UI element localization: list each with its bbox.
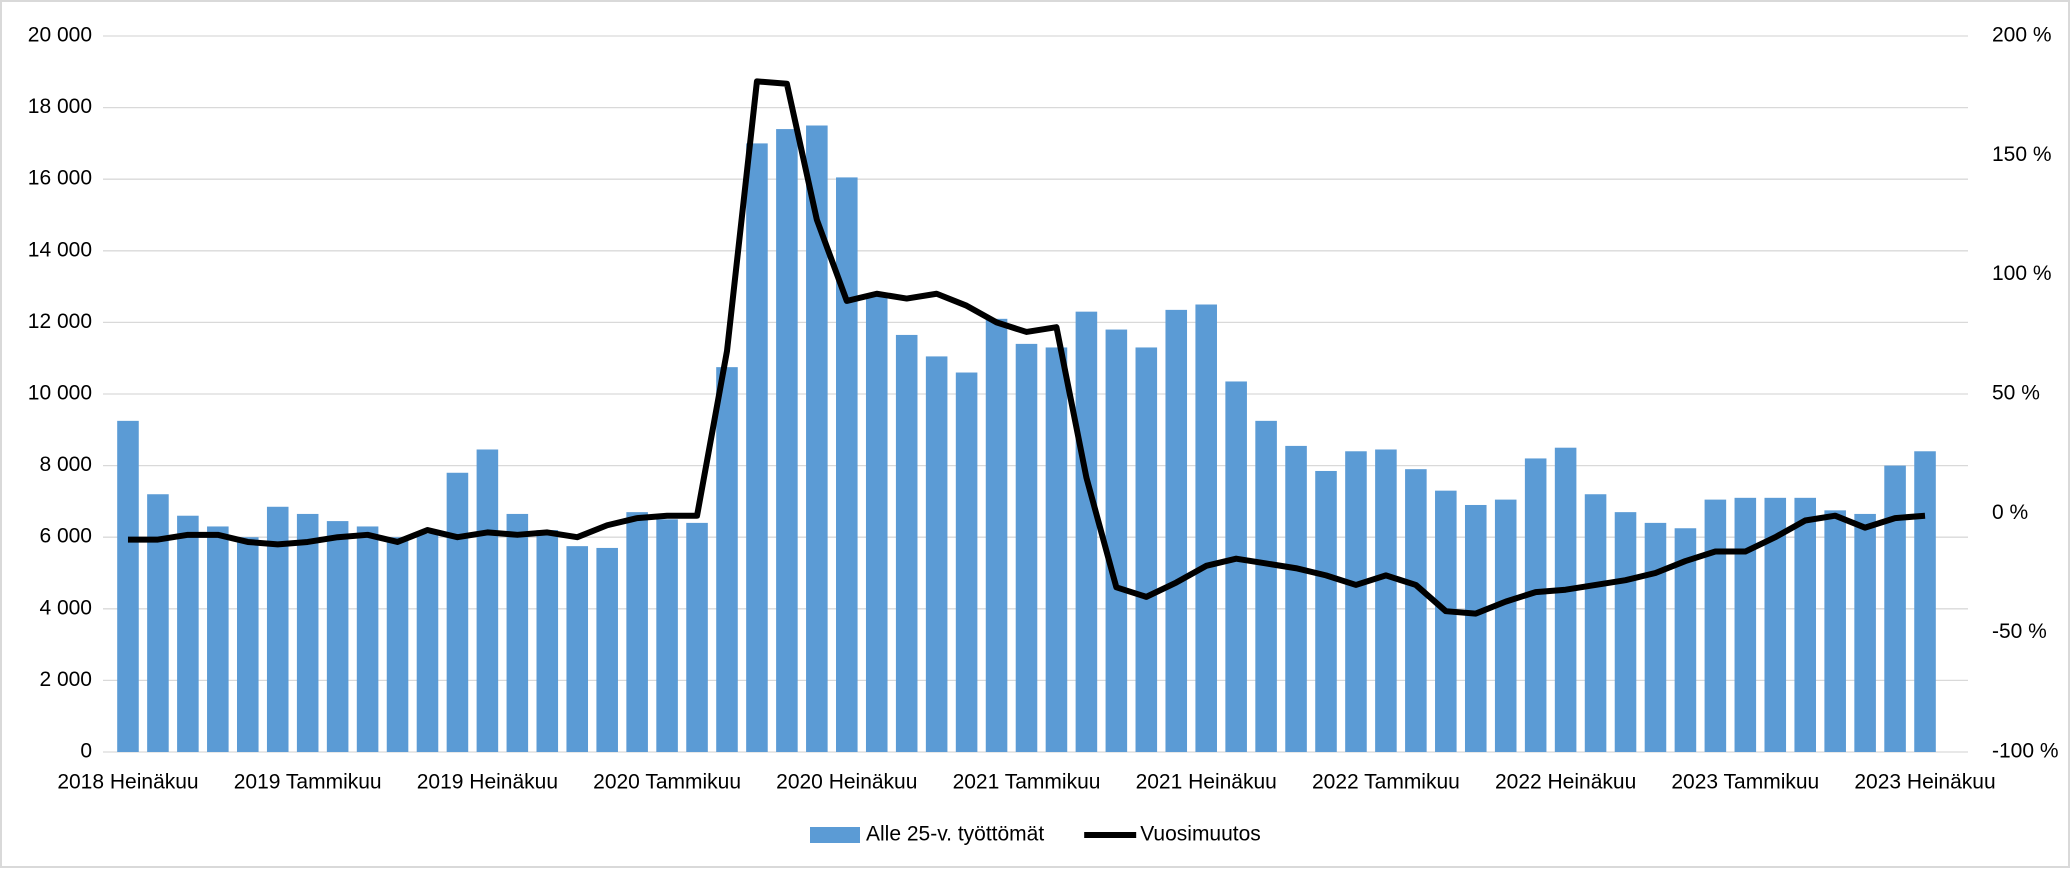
bar xyxy=(147,494,169,752)
bar xyxy=(1464,504,1487,752)
bar xyxy=(1824,510,1846,752)
bar xyxy=(1375,449,1397,752)
x-tick-label: 2019 Tammikuu xyxy=(234,771,382,794)
bar xyxy=(296,513,319,752)
bar xyxy=(955,372,978,752)
y2-tick-label: 0 % xyxy=(1992,501,2028,524)
bar xyxy=(836,177,858,752)
bar xyxy=(626,512,648,752)
legend-label: Alle 25-v. työttömät xyxy=(866,823,1044,846)
bar xyxy=(1225,381,1247,752)
bar xyxy=(506,513,529,752)
bar xyxy=(446,472,469,752)
y-tick-label: 8 000 xyxy=(39,453,92,476)
y-tick-label: 20 000 xyxy=(28,24,92,47)
bar xyxy=(356,526,379,752)
bar xyxy=(1195,304,1217,752)
bar xyxy=(1914,451,1936,752)
bar xyxy=(1435,490,1457,752)
bar xyxy=(566,546,589,752)
legend-swatch xyxy=(810,827,860,843)
y-tick-label: 2 000 xyxy=(39,668,92,691)
y-tick-label: 16 000 xyxy=(28,167,92,190)
bar xyxy=(1165,309,1188,752)
bar xyxy=(236,537,259,752)
bar xyxy=(1405,469,1427,752)
bar xyxy=(1614,512,1637,752)
x-tick-label: 2018 Heinäkuu xyxy=(57,771,198,794)
bar xyxy=(1255,420,1277,752)
bar xyxy=(865,293,888,752)
y-tick-label: 12 000 xyxy=(28,310,92,333)
bar xyxy=(326,521,349,752)
bar xyxy=(925,356,948,752)
bar xyxy=(266,506,289,752)
bar xyxy=(985,318,1008,752)
y2-tick-label: -50 % xyxy=(1992,620,2047,643)
bar xyxy=(1674,528,1697,752)
x-tick-label: 2022 Tammikuu xyxy=(1312,771,1460,794)
bar xyxy=(1015,343,1038,752)
x-tick-label: 2023 Tammikuu xyxy=(1671,771,1819,794)
x-tick-label: 2021 Heinäkuu xyxy=(1136,771,1277,794)
bar xyxy=(1105,329,1128,752)
legend-label: Vuosimuutos xyxy=(1140,823,1261,846)
x-tick-label: 2021 Tammikuu xyxy=(953,771,1101,794)
bar xyxy=(1704,499,1727,752)
bar xyxy=(416,533,439,752)
bar xyxy=(1045,347,1068,752)
bar xyxy=(746,143,768,752)
bar xyxy=(177,515,199,752)
bar xyxy=(596,547,618,752)
bar xyxy=(1794,497,1817,752)
y-tick-label: 14 000 xyxy=(28,238,92,261)
bar xyxy=(476,449,499,752)
bar xyxy=(686,522,708,752)
bar xyxy=(656,519,678,752)
bar xyxy=(1345,451,1367,752)
bar xyxy=(536,530,559,752)
bar xyxy=(1524,458,1547,752)
bar xyxy=(1315,470,1337,752)
y2-tick-label: 50 % xyxy=(1992,382,2040,405)
bar xyxy=(1854,513,1876,752)
x-tick-label: 2019 Heinäkuu xyxy=(417,771,558,794)
y-tick-label: 10 000 xyxy=(28,382,92,405)
bar xyxy=(1075,311,1098,752)
y2-tick-label: 200 % xyxy=(1992,24,2052,47)
y-tick-label: 4 000 xyxy=(39,596,92,619)
y-tick-label: 6 000 xyxy=(39,525,92,548)
y2-tick-label: 150 % xyxy=(1992,143,2052,166)
x-tick-label: 2020 Tammikuu xyxy=(593,771,741,794)
bar xyxy=(1494,499,1517,752)
x-tick-label: 2020 Heinäkuu xyxy=(776,771,917,794)
bar xyxy=(1884,465,1906,752)
bar xyxy=(1554,447,1577,752)
y2-tick-label: 100 % xyxy=(1992,262,2052,285)
bar xyxy=(117,420,139,752)
y-tick-label: 0 xyxy=(80,740,92,763)
bar xyxy=(895,334,918,752)
x-tick-label: 2022 Heinäkuu xyxy=(1495,771,1636,794)
bar xyxy=(1734,497,1757,752)
bar xyxy=(1285,445,1307,752)
bar xyxy=(776,129,798,752)
bar xyxy=(1764,497,1787,752)
bar xyxy=(1644,522,1667,752)
bar xyxy=(1584,494,1607,752)
x-tick-label: 2023 Heinäkuu xyxy=(1854,771,1995,794)
bar xyxy=(207,526,229,752)
bar xyxy=(386,537,409,752)
bar xyxy=(716,367,738,752)
y-tick-label: 18 000 xyxy=(28,95,92,118)
line xyxy=(127,78,1926,617)
y2-tick-label: -100 % xyxy=(1992,740,2059,763)
bar xyxy=(1135,347,1158,752)
bar xyxy=(806,125,828,752)
